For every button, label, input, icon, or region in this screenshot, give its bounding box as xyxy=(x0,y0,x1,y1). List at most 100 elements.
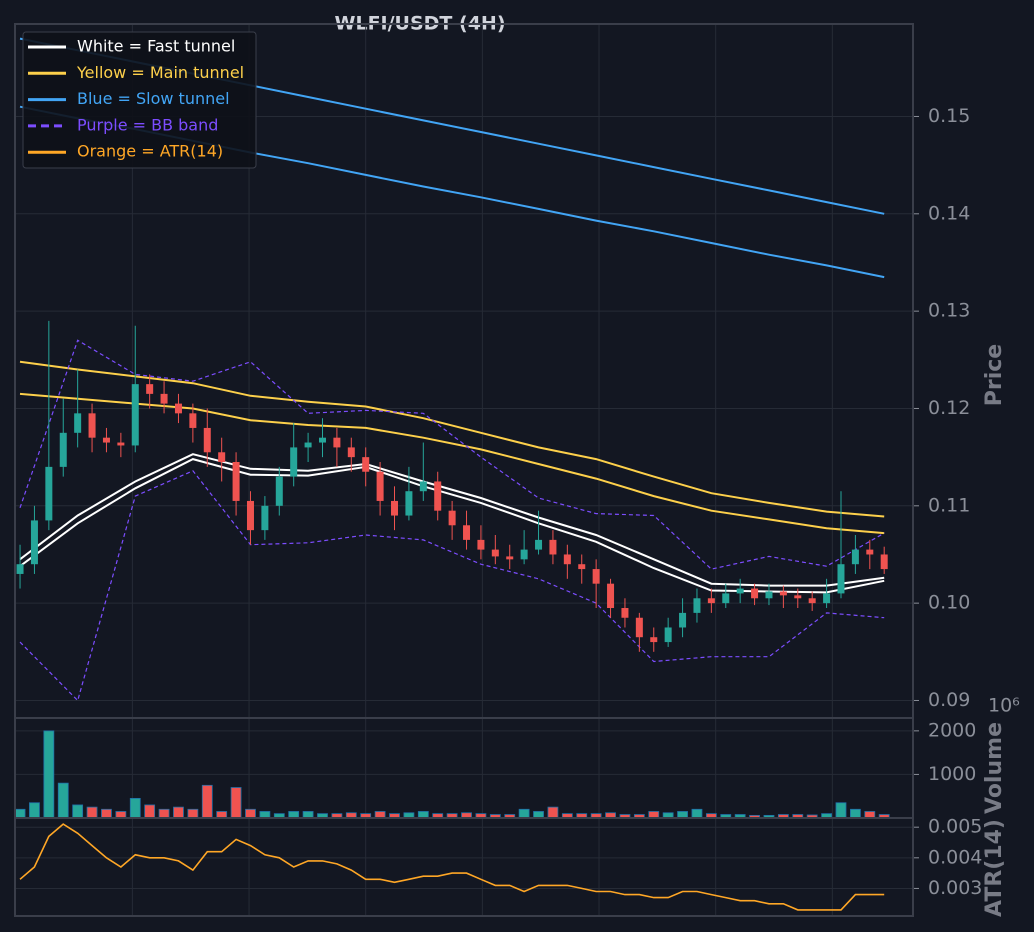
y-tick-label: 2000 xyxy=(928,719,976,741)
candle-body xyxy=(102,437,110,443)
legend-label: Blue = Slow tunnel xyxy=(77,89,230,108)
candle-body xyxy=(650,637,658,643)
candle-body xyxy=(751,588,759,599)
y-tick-label: 0.003 xyxy=(928,877,982,899)
candle-body xyxy=(535,539,543,550)
candle-body xyxy=(823,593,831,604)
y-tick-label: 0.10 xyxy=(928,592,970,614)
candle-body xyxy=(463,525,471,540)
volume-bar xyxy=(57,782,69,819)
legend-label: Orange = ATR(14) xyxy=(77,142,223,161)
y-axis-label: Volume xyxy=(982,722,1007,814)
volume-bar xyxy=(201,784,213,819)
legend-label: Yellow = Main tunnel xyxy=(76,63,244,82)
y-axis-label: ATR(14) xyxy=(982,819,1007,917)
legend-label: White = Fast tunnel xyxy=(77,37,235,56)
candle-body xyxy=(362,457,370,472)
y-tick-label: 0.12 xyxy=(928,397,970,419)
volume-bar xyxy=(691,808,703,819)
y-tick-label: 0.15 xyxy=(928,105,970,127)
offset-label: 10⁶ xyxy=(988,695,1020,717)
candle-body xyxy=(376,471,384,501)
volume-bar xyxy=(72,804,84,819)
y-tick-label: 0.13 xyxy=(928,300,970,322)
volume-bar xyxy=(14,808,26,819)
candle-body xyxy=(304,442,312,448)
y-tick-label: 0.09 xyxy=(928,689,970,711)
y-tick-label: 0.14 xyxy=(928,202,970,224)
candle-body xyxy=(16,564,24,574)
legend: White = Fast tunnel Yellow = Main tunnel B… xyxy=(22,31,257,169)
candle-body xyxy=(59,432,67,467)
candle-body xyxy=(30,520,38,565)
y-tick-label: 1000 xyxy=(928,763,976,785)
candle-body xyxy=(664,627,672,643)
candle-body xyxy=(218,452,226,463)
legend-box xyxy=(22,31,257,169)
candle-body xyxy=(448,510,456,526)
candle-body xyxy=(434,481,442,511)
candle-body xyxy=(174,403,182,414)
candle-body xyxy=(621,608,629,618)
volume-bar xyxy=(86,806,98,819)
candle-body xyxy=(563,554,571,565)
candle-body xyxy=(607,583,615,609)
candle-body xyxy=(246,500,254,531)
volume-bar xyxy=(173,806,184,819)
candle-body xyxy=(592,569,600,584)
volume-bar xyxy=(129,797,141,819)
volume-bar xyxy=(835,802,847,819)
candle-body xyxy=(506,556,514,560)
candle-body xyxy=(794,595,802,599)
band-line xyxy=(19,360,885,518)
candle-body xyxy=(391,500,399,516)
panel-frame xyxy=(14,817,914,917)
candle-body xyxy=(189,413,197,428)
volume-bar xyxy=(547,806,559,819)
candle-body xyxy=(851,549,859,565)
candle-body xyxy=(347,447,355,458)
candle-body xyxy=(131,384,139,446)
candle-body xyxy=(880,554,888,570)
candle-body xyxy=(549,539,557,555)
volume-bar xyxy=(230,787,242,819)
candle-body xyxy=(491,549,499,557)
y-tick-label: 0.11 xyxy=(928,494,970,516)
candle-body xyxy=(765,591,773,599)
y-tick-label: 0.004 xyxy=(928,846,982,868)
candle-body xyxy=(261,505,269,531)
candle-body xyxy=(707,598,715,604)
candle-body xyxy=(74,413,82,433)
legend-label: Purple = BB band xyxy=(77,115,218,134)
candle-body xyxy=(318,437,326,443)
atr-line xyxy=(19,823,885,911)
candle-body xyxy=(736,588,744,594)
candle-body xyxy=(290,447,298,477)
candle-body xyxy=(866,549,874,555)
candle-body xyxy=(333,437,341,448)
volume-bar xyxy=(158,808,170,819)
volume-bar xyxy=(29,802,40,819)
candle-body xyxy=(837,564,845,594)
candle-body xyxy=(146,384,154,394)
candle-body xyxy=(45,466,53,521)
candle-body xyxy=(275,476,283,506)
candle-body xyxy=(779,591,787,596)
candle-body xyxy=(117,442,125,446)
volume-bar xyxy=(518,808,530,819)
y-tick-label: 0.005 xyxy=(928,816,982,838)
candle-body xyxy=(722,593,730,604)
candle-body xyxy=(578,564,586,570)
candle-body xyxy=(419,481,427,492)
volume-bar xyxy=(849,808,861,819)
y-axis-label: Price xyxy=(982,344,1007,406)
volume-bar xyxy=(245,808,256,819)
candle-body xyxy=(160,393,168,404)
candle-body xyxy=(808,598,816,604)
band-line xyxy=(19,470,885,702)
candle-body xyxy=(679,612,687,628)
candle-body xyxy=(520,549,528,560)
volume-bar xyxy=(101,808,112,819)
candle-body xyxy=(405,491,413,516)
